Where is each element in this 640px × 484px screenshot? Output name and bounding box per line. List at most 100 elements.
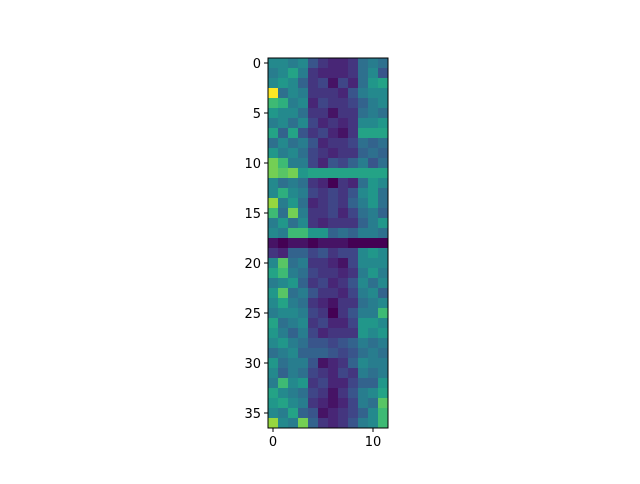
heatmap-cell xyxy=(328,328,339,339)
heatmap-cell xyxy=(288,278,299,289)
heatmap-cell xyxy=(268,78,279,89)
heatmap-cell xyxy=(308,158,319,169)
heatmap-cell xyxy=(268,398,279,409)
heatmap-cell xyxy=(268,238,279,249)
heatmap-cell xyxy=(288,108,299,119)
heatmap-cell xyxy=(288,158,299,169)
heatmap-cell xyxy=(368,58,379,69)
heatmap-cell xyxy=(288,78,299,89)
heatmap-cell xyxy=(278,358,289,369)
heatmap-cell xyxy=(318,218,329,229)
heatmap-cell xyxy=(358,188,369,199)
heatmap-cell xyxy=(288,348,299,359)
heatmap-cell xyxy=(268,258,279,269)
heatmap-cell xyxy=(298,378,309,389)
heatmap-cell xyxy=(288,98,299,109)
heatmap-cell xyxy=(378,98,389,109)
heatmap-cell xyxy=(278,258,289,269)
heatmap-cell xyxy=(358,128,369,139)
heatmap-cell xyxy=(288,338,299,349)
heatmap-cell xyxy=(298,118,309,129)
heatmap-cell xyxy=(278,178,289,189)
heatmap-cell xyxy=(378,308,389,319)
heatmap-cell xyxy=(358,108,369,119)
heatmap-cell xyxy=(328,68,339,79)
heatmap-cell xyxy=(378,388,389,399)
heatmap-cell xyxy=(268,388,279,399)
heatmap-cell xyxy=(348,288,359,299)
heatmap-cell xyxy=(378,228,389,239)
heatmap-cell xyxy=(268,118,279,129)
heatmap-cell xyxy=(308,238,319,249)
heatmap-cell xyxy=(278,58,289,69)
heatmap-cell xyxy=(268,108,279,119)
heatmap-cell xyxy=(288,398,299,409)
heatmap-cell xyxy=(318,168,329,179)
heatmap-cell xyxy=(328,278,339,289)
heatmap-cell xyxy=(308,338,319,349)
heatmap-cell xyxy=(348,248,359,259)
heatmap-cell xyxy=(288,298,299,309)
heatmap-cell xyxy=(358,328,369,339)
heatmap-cell xyxy=(358,208,369,219)
heatmap-cell xyxy=(368,238,379,249)
heatmap-cell xyxy=(308,388,319,399)
heatmap-cell xyxy=(338,408,349,419)
heatmap-cell xyxy=(268,208,279,219)
heatmap-cell xyxy=(328,418,339,429)
heatmap-cell xyxy=(278,98,289,109)
heatmap-cell xyxy=(328,298,339,309)
heatmap-cell xyxy=(278,368,289,379)
heatmap-cell xyxy=(318,248,329,259)
heatmap-cell xyxy=(278,328,289,339)
heatmap-cell xyxy=(318,398,329,409)
heatmap-cell xyxy=(378,258,389,269)
heatmap-cell xyxy=(278,348,289,359)
heatmap-cell xyxy=(268,148,279,159)
heatmap-cell xyxy=(348,368,359,379)
heatmap-cell xyxy=(358,138,369,149)
heatmap-cell xyxy=(268,138,279,149)
heatmap-cell xyxy=(278,388,289,399)
x-tick-label: 10 xyxy=(365,435,382,450)
heatmap-cell xyxy=(338,398,349,409)
heatmap-cell xyxy=(268,128,279,139)
heatmap-cell xyxy=(318,208,329,219)
heatmap-cell xyxy=(338,258,349,269)
heatmap-cell xyxy=(308,118,319,129)
heatmap-cell xyxy=(368,398,379,409)
heatmap-cell xyxy=(328,338,339,349)
heatmap-cell xyxy=(278,148,289,159)
heatmap-cell xyxy=(298,138,309,149)
heatmap-cell xyxy=(278,68,289,79)
heatmap-cell xyxy=(348,98,359,109)
heatmap-cell xyxy=(318,368,329,379)
heatmap-cell xyxy=(288,88,299,99)
heatmap-cell xyxy=(268,228,279,239)
heatmap-cell xyxy=(318,328,329,339)
heatmap-cell xyxy=(338,178,349,189)
heatmap-cell xyxy=(348,408,359,419)
heatmap-cell xyxy=(368,258,379,269)
heatmap-cell xyxy=(278,118,289,129)
heatmap-cell xyxy=(308,318,319,329)
heatmap-cell xyxy=(328,168,339,179)
heatmap-cell xyxy=(358,218,369,229)
heatmap-cell xyxy=(298,348,309,359)
heatmap-cell xyxy=(268,338,279,349)
heatmap-cell xyxy=(368,378,379,389)
heatmap-cell xyxy=(378,118,389,129)
heatmap-cell xyxy=(308,168,319,179)
heatmap-cell xyxy=(348,148,359,159)
heatmap-cell xyxy=(348,158,359,169)
heatmap-cell xyxy=(278,398,289,409)
heatmap-cell xyxy=(268,98,279,109)
heatmap-cell xyxy=(348,328,359,339)
heatmap-cell xyxy=(268,328,279,339)
heatmap-cell xyxy=(368,228,379,239)
heatmap-cell xyxy=(278,218,289,229)
heatmap-cell xyxy=(328,118,339,129)
heatmap-cell xyxy=(288,308,299,319)
heatmap-cell xyxy=(358,98,369,109)
heatmap-cell xyxy=(278,408,289,419)
